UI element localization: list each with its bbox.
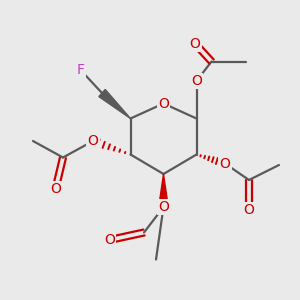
Text: O: O — [158, 200, 169, 214]
Text: O: O — [190, 37, 200, 50]
Text: O: O — [220, 157, 230, 170]
Polygon shape — [159, 174, 168, 207]
Text: O: O — [191, 74, 202, 88]
Text: O: O — [158, 97, 169, 110]
Text: F: F — [77, 64, 85, 77]
Text: O: O — [88, 134, 98, 148]
Text: O: O — [104, 233, 115, 247]
Text: O: O — [244, 203, 254, 217]
Polygon shape — [99, 89, 130, 118]
Text: O: O — [50, 182, 61, 196]
